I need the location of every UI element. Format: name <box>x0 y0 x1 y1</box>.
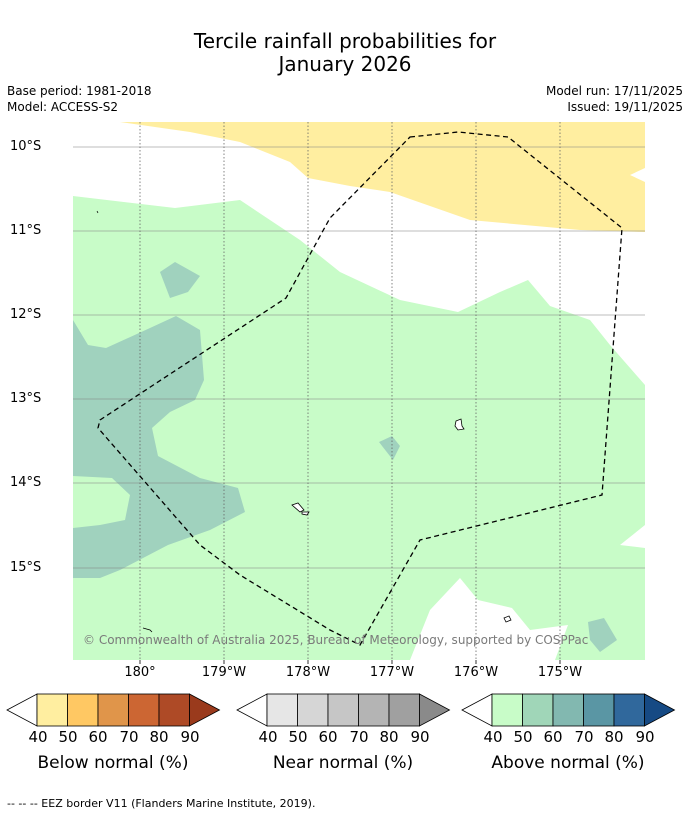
colorbar-extend-low <box>236 693 268 727</box>
base-period: Base period: 1981-2018 <box>7 84 152 98</box>
colorbar-above-ticks: 40 50 60 70 80 90 <box>460 728 680 746</box>
colorbar-extend-low <box>6 693 38 727</box>
island-alofi <box>301 511 310 516</box>
above-normal-50-region-east <box>588 618 617 652</box>
colorbar-segment <box>358 693 390 727</box>
colorbar-segment <box>97 693 129 727</box>
colorbar-segment <box>522 693 554 727</box>
tick-label: 60 <box>318 728 338 746</box>
colorbar-extend-high <box>189 693 221 727</box>
colorbar-near <box>236 693 451 727</box>
colorbar-near-ticks: 40 50 60 70 80 90 <box>235 728 455 746</box>
island-nw-dot <box>96 210 99 214</box>
title-line-2: January 2026 <box>278 52 412 76</box>
tick-label: 80 <box>379 728 399 746</box>
lat-label: 15°S <box>10 560 42 575</box>
issued-date: Issued: 19/11/2025 <box>567 100 683 114</box>
island-uvea <box>454 418 465 431</box>
colorbar-segment <box>67 693 99 727</box>
lat-label: 10°S <box>10 139 42 154</box>
colorbar-segment <box>297 693 329 727</box>
tick-label: 40 <box>258 728 278 746</box>
lon-label: 175°W <box>537 665 583 680</box>
tick-label: 40 <box>28 728 48 746</box>
lon-label: 177°W <box>369 665 415 680</box>
colorbar-segment <box>158 693 190 727</box>
colorbar-below-title: Below normal (%) <box>37 753 189 773</box>
no-signal-patch <box>410 578 568 660</box>
eez-border <box>97 131 623 646</box>
tick-label: 70 <box>349 728 369 746</box>
chart-title: Tercile rainfall probabilities for Janua… <box>0 30 690 76</box>
colorbar-segment <box>613 693 645 727</box>
colorbar-below <box>6 693 221 727</box>
longitude-gridlines <box>139 122 561 660</box>
island-sw-reef <box>142 627 153 633</box>
tick-label: 70 <box>119 728 139 746</box>
meta-right: Model run: 17/11/2025 Issued: 19/11/2025 <box>546 83 683 115</box>
colorbar-segment <box>583 693 615 727</box>
tick-label: 50 <box>288 728 308 746</box>
axis-ticks <box>139 660 561 664</box>
tick-label: 70 <box>574 728 594 746</box>
colorbar-extend-low <box>461 693 493 727</box>
map <box>73 122 645 664</box>
tick-label: 60 <box>88 728 108 746</box>
meta-left: Base period: 1981-2018 Model: ACCESS-S2 <box>7 83 152 115</box>
island-east <box>503 615 512 623</box>
model-name: Model: ACCESS-S2 <box>7 100 119 114</box>
colorbar-segment <box>128 693 160 727</box>
tick-label: 80 <box>149 728 169 746</box>
colorbar-below-ticks: 40 50 60 70 80 90 <box>5 728 225 746</box>
lon-label: 180° <box>124 665 156 680</box>
tick-label: 80 <box>604 728 624 746</box>
lat-label: 12°S <box>10 307 42 322</box>
tick-label: 40 <box>483 728 503 746</box>
above-normal-50-region-center <box>379 436 400 460</box>
colorbar-segment <box>327 693 359 727</box>
island-futuna <box>291 502 305 513</box>
tick-label: 60 <box>543 728 563 746</box>
above-normal-50-region-west <box>73 316 245 578</box>
copyright-notice: © Commonwealth of Australia 2025, Bureau… <box>83 633 589 647</box>
colorbar-segment <box>552 693 584 727</box>
colorbar-segment <box>388 693 420 727</box>
colorbar-extend-high <box>644 693 676 727</box>
tick-label: 50 <box>58 728 78 746</box>
eez-legend: -- -- -- EEZ border V11 (Flanders Marine… <box>7 797 316 810</box>
lon-label: 178°W <box>285 665 331 680</box>
model-run: Model run: 17/11/2025 <box>545 84 683 98</box>
colorbar-above-title: Above normal (%) <box>491 753 645 773</box>
colorbar-extend-high <box>419 693 451 727</box>
below-normal-40-region <box>120 122 645 232</box>
colorbar-segment <box>266 693 298 727</box>
lat-label: 14°S <box>10 475 42 490</box>
latitude-gridlines <box>73 146 645 569</box>
lat-label: 11°S <box>10 223 42 238</box>
tick-label: 90 <box>180 728 200 746</box>
tick-label: 90 <box>635 728 655 746</box>
colorbar-above <box>461 693 676 727</box>
tick-label: 90 <box>410 728 430 746</box>
lon-label: 176°W <box>453 665 499 680</box>
islands <box>96 210 512 633</box>
colorbar-near-title: Near normal (%) <box>272 753 414 773</box>
above-normal-50-region-small <box>160 262 200 298</box>
colorbar-segment <box>36 693 68 727</box>
title-line-1: Tercile rainfall probabilities for <box>193 29 497 53</box>
tick-label: 50 <box>513 728 533 746</box>
above-normal-40-region <box>73 196 645 660</box>
lat-label: 13°S <box>10 391 42 406</box>
colorbar-segment <box>491 693 523 727</box>
lon-label: 179°W <box>201 665 247 680</box>
